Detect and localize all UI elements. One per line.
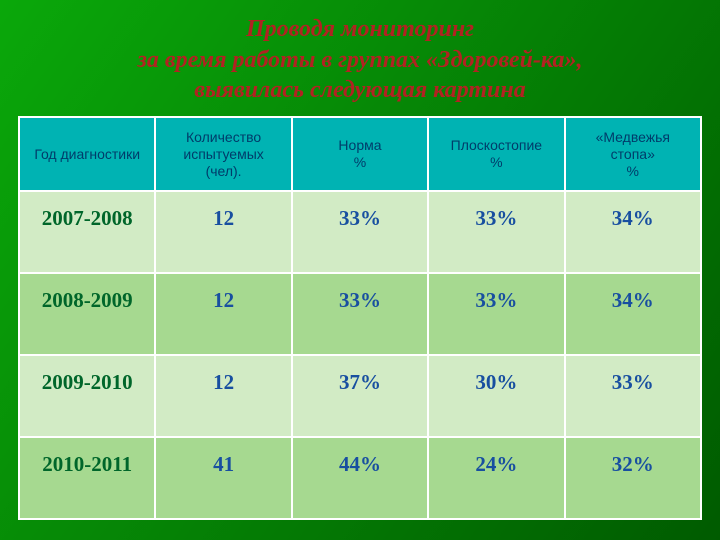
th-1-l0: Количество [186,129,261,145]
th-3-l0: Плоскостопие [451,137,542,153]
cell-year: 2009-2010 [19,355,155,437]
cell: 32% [565,437,701,519]
table-body: 2007-2008 12 33% 33% 34% 2008-2009 12 33… [19,191,701,519]
monitoring-table: Год диагностики Количество испытуемых (ч… [18,116,702,520]
cell: 41 [155,437,291,519]
th-4-l2: % [627,163,639,179]
cell: 37% [292,355,428,437]
table-header-row: Год диагностики Количество испытуемых (ч… [19,117,701,191]
cell: 33% [292,191,428,273]
th-3-l1: % [490,154,502,170]
table-row: 2007-2008 12 33% 33% 34% [19,191,701,273]
slide: Проводя мониторинг за время работы в гру… [0,0,720,540]
th-1-l2: (чел). [206,163,242,179]
cell: 24% [428,437,564,519]
th-2-l1: % [354,154,366,170]
table-row: 2008-2009 12 33% 33% 34% [19,273,701,355]
cell: 12 [155,191,291,273]
cell: 12 [155,273,291,355]
cell: 12 [155,355,291,437]
th-2: Норма % [292,117,428,191]
th-0-text: Год диагностики [34,146,140,162]
cell: 33% [428,273,564,355]
th-4-l1: стопа» [611,146,655,162]
cell-year: 2007-2008 [19,191,155,273]
th-1-l1: испытуемых [183,146,263,162]
title-line-1: Проводя мониторинг [18,14,702,45]
th-0: Год диагностики [19,117,155,191]
cell: 34% [565,273,701,355]
title-line-3: выявилась следующая картина [18,75,702,106]
slide-title: Проводя мониторинг за время работы в гру… [18,14,702,106]
th-1: Количество испытуемых (чел). [155,117,291,191]
cell: 33% [565,355,701,437]
th-4: «Медвежья стопа» % [565,117,701,191]
cell: 34% [565,191,701,273]
table-row: 2009-2010 12 37% 30% 33% [19,355,701,437]
cell: 30% [428,355,564,437]
cell: 33% [292,273,428,355]
cell-year: 2010-2011 [19,437,155,519]
th-4-l0: «Медвежья [596,129,670,145]
th-3: Плоскостопие % [428,117,564,191]
table-row: 2010-2011 41 44% 24% 32% [19,437,701,519]
th-2-l0: Норма [338,137,381,153]
cell: 44% [292,437,428,519]
title-line-2: за время работы в группах «Здоровей-ка», [18,45,702,76]
cell-year: 2008-2009 [19,273,155,355]
cell: 33% [428,191,564,273]
